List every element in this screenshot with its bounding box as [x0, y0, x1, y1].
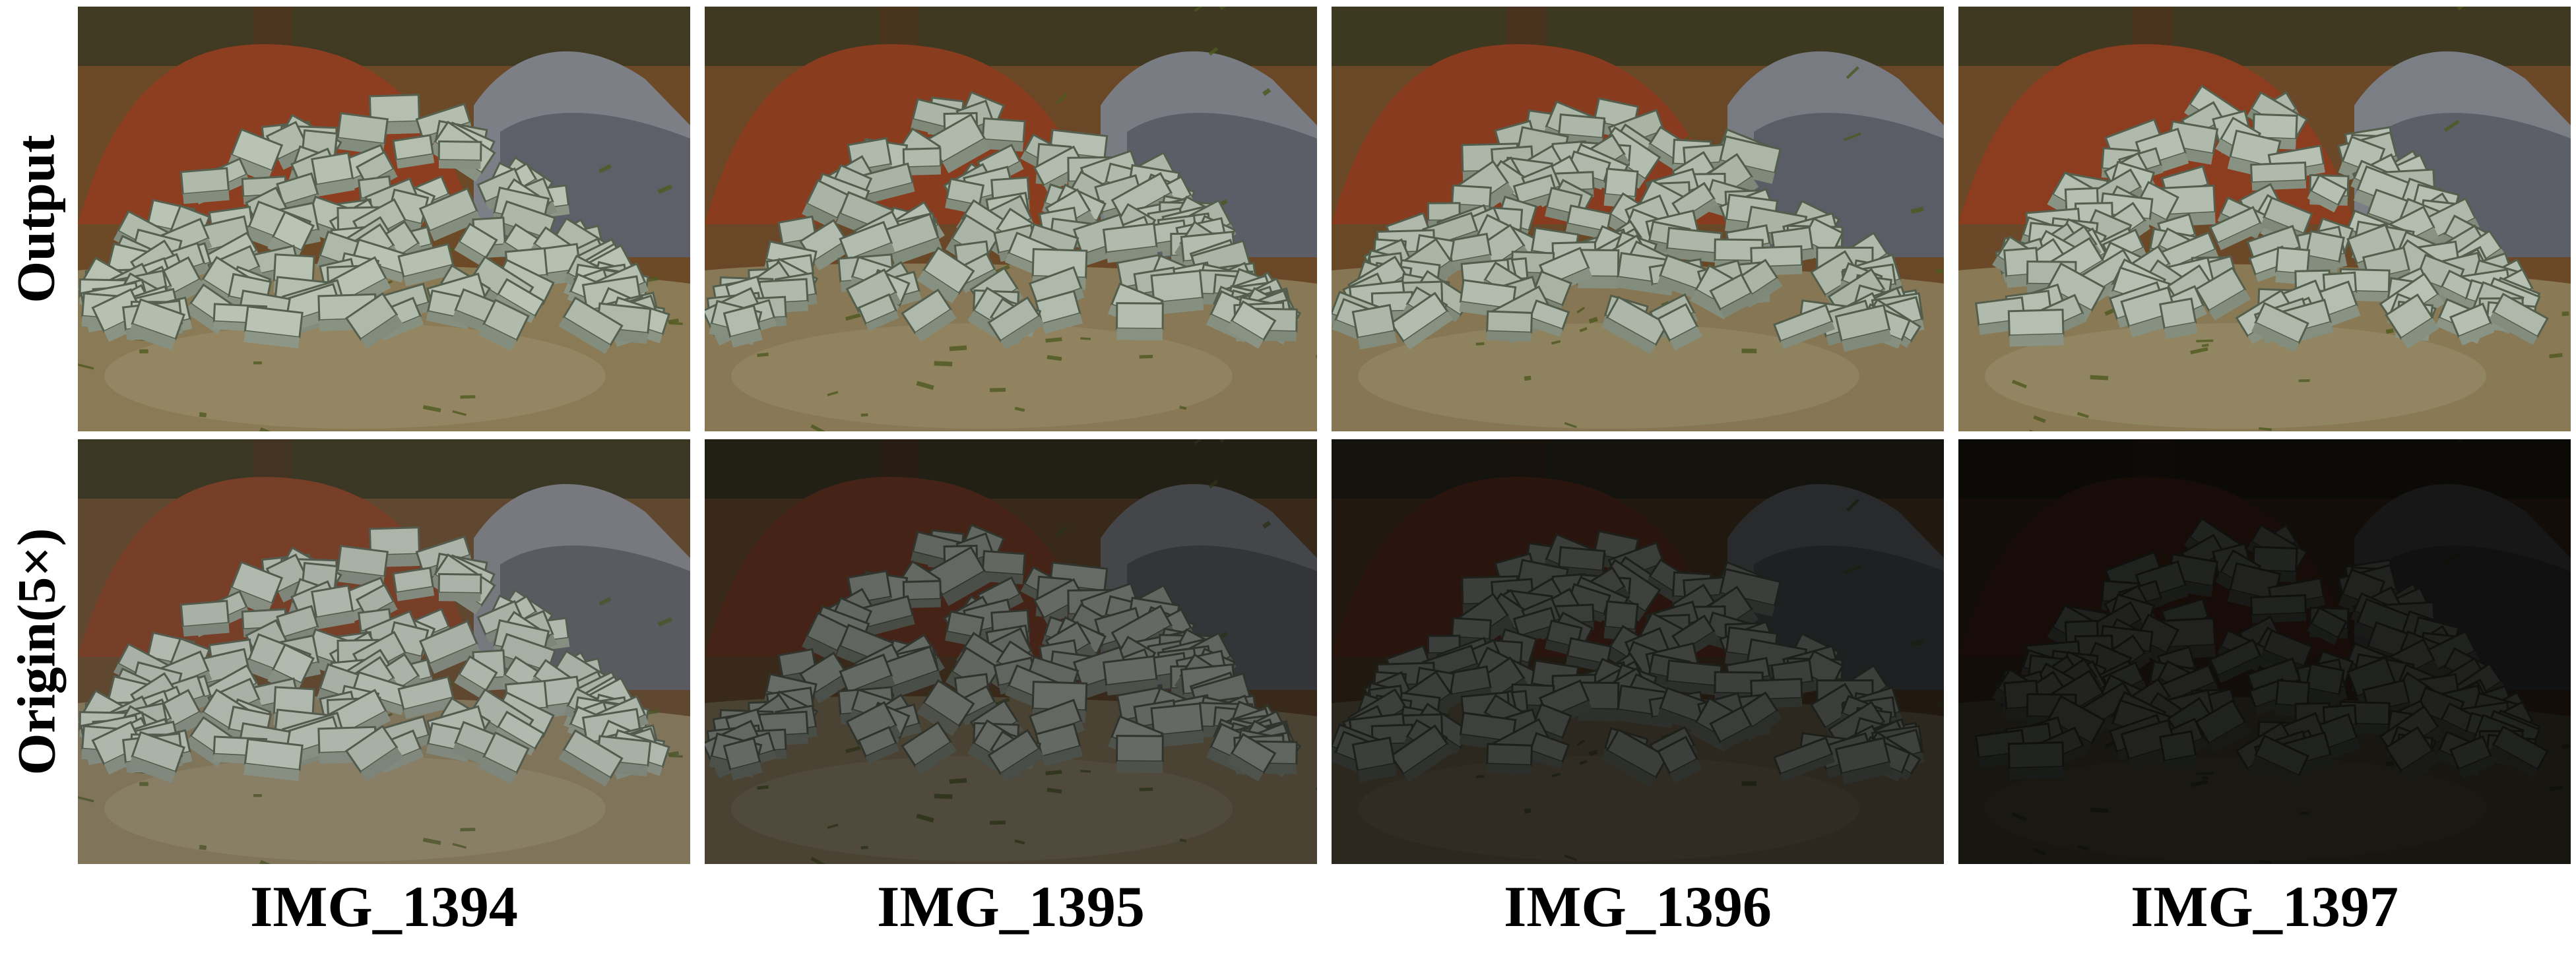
output-image-3: [1332, 7, 1944, 431]
origin-image-3: [1332, 439, 1944, 864]
origin-scene-drawing: [705, 439, 1317, 864]
output-image-2: [705, 7, 1317, 431]
origin-scene-drawing: [1958, 439, 2571, 864]
row-label-origin: Origin(5×): [6, 528, 66, 776]
column-label-4: IMG_1397: [2131, 875, 2399, 939]
column-label-3: IMG_1396: [1504, 875, 1772, 939]
output-scene-drawing: [705, 7, 1317, 431]
output-image-4: [1958, 7, 2571, 431]
origin-image-1: [78, 439, 690, 864]
origin-scene-drawing: [1332, 439, 1944, 864]
output-image-1: [78, 7, 690, 431]
output-scene-drawing: [1958, 7, 2571, 431]
origin-image-2: [705, 439, 1317, 864]
output-scene-drawing: [1332, 7, 1944, 431]
origin-scene-drawing: [78, 439, 690, 864]
origin-image-4: [1958, 439, 2571, 864]
column-label-2: IMG_1395: [877, 875, 1145, 939]
row-label-output: Output: [6, 135, 66, 303]
column-label-1: IMG_1394: [250, 875, 518, 939]
output-scene-drawing: [78, 7, 690, 431]
